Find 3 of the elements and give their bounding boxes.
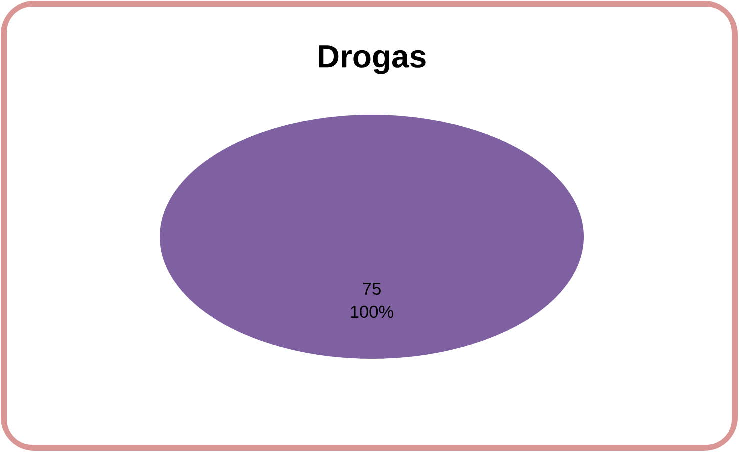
text: 100% [351, 306, 394, 318]
chart-title: Drogas [319, 46, 426, 74]
data-label: 75 [363, 282, 381, 296]
